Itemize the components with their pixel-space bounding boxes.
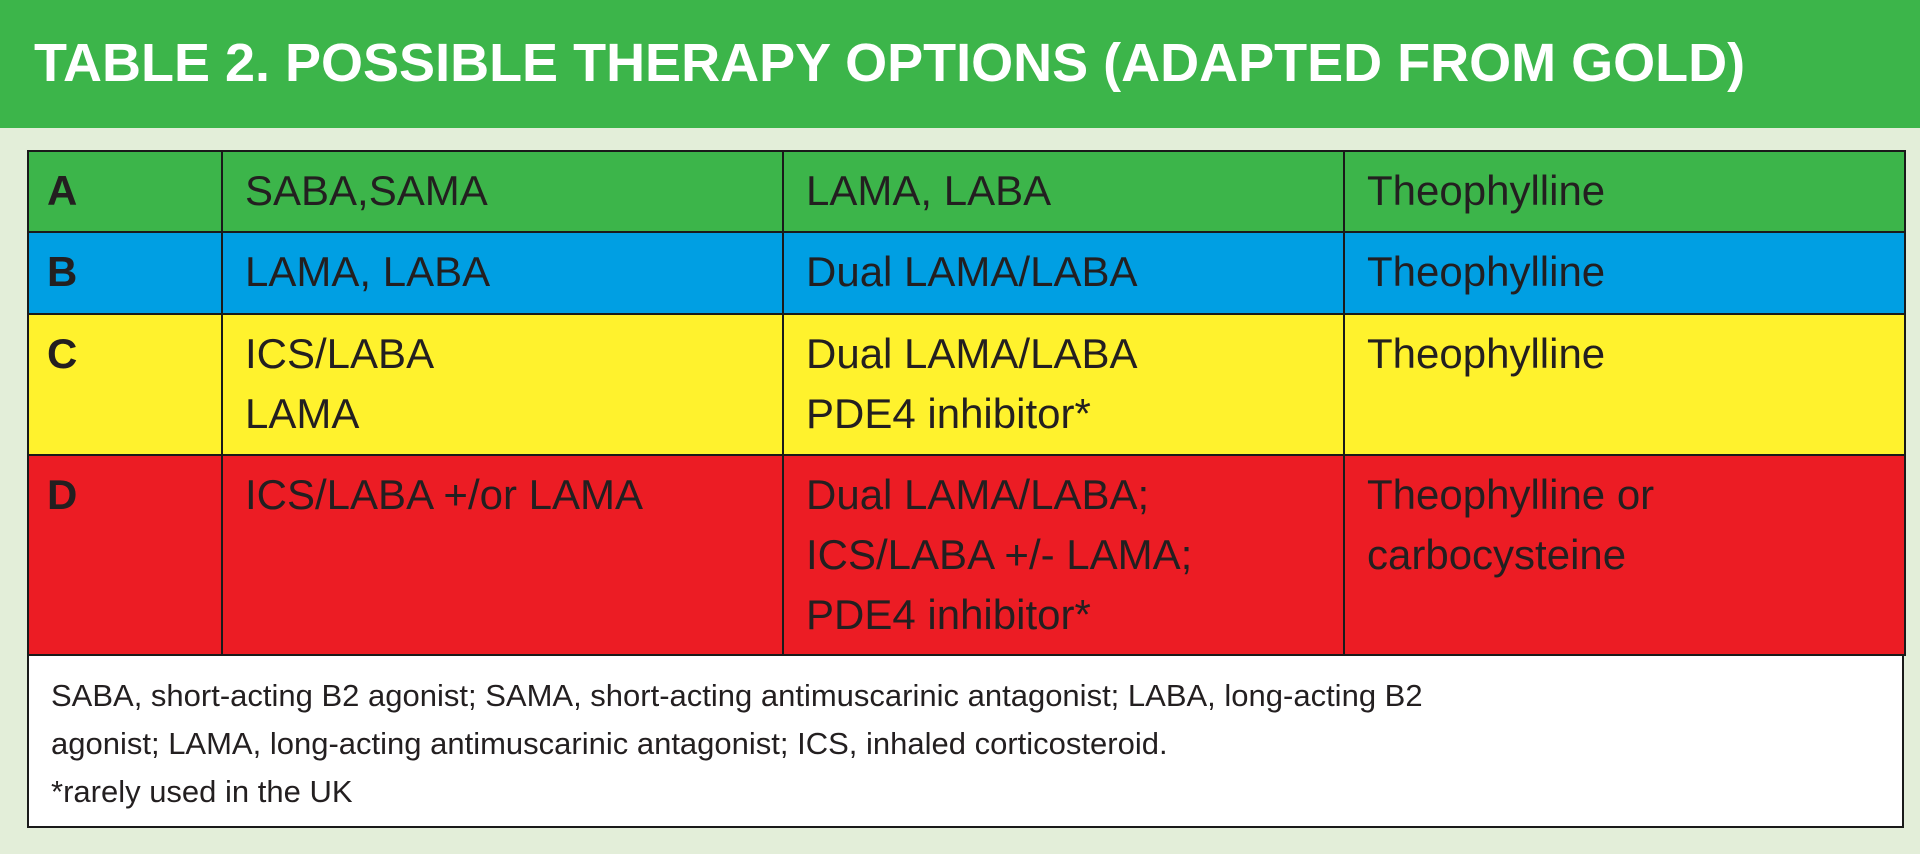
table-row-c: C ICS/LABA LAMA Dual LAMA/LABA PDE4 inhi… <box>27 313 1906 456</box>
group-label-d: D <box>27 454 223 656</box>
footnote-line: agonist; LAMA, long-acting antimuscarini… <box>51 726 1168 761</box>
table-row-b: B LAMA, LABA Dual LAMA/LABA Theophylline <box>27 231 1906 315</box>
cell-line: Dual LAMA/LABA; <box>806 471 1150 518</box>
cell-line: PDE4 inhibitor* <box>806 390 1091 437</box>
cell-line: ICS/LABA +/- LAMA; <box>806 531 1193 578</box>
cell-line: Theophylline <box>1367 248 1606 295</box>
row-b-col3: Theophylline <box>1343 231 1906 315</box>
cell-line: Theophylline <box>1367 167 1606 214</box>
row-a-col1: SABA,SAMA <box>221 150 784 233</box>
row-c-col3: Theophylline <box>1343 313 1906 456</box>
group-label-c: C <box>27 313 223 456</box>
cell-line: Theophylline <box>1367 330 1606 377</box>
cell-line: Dual LAMA/LABA <box>806 330 1138 377</box>
cell-line: LAMA, LABA <box>806 167 1052 214</box>
cell-line: SABA,SAMA <box>245 167 488 214</box>
cell-line: Dual LAMA/LABA <box>806 248 1138 295</box>
cell-line: PDE4 inhibitor* <box>806 591 1091 638</box>
row-a-col3: Theophylline <box>1343 150 1906 233</box>
row-a-col2: LAMA, LABA <box>782 150 1345 233</box>
table-row-d: D ICS/LABA +/or LAMA Dual LAMA/LABA; ICS… <box>27 454 1906 656</box>
row-b-col1: LAMA, LABA <box>221 231 784 315</box>
row-c-col1: ICS/LABA LAMA <box>221 313 784 456</box>
group-label-b: B <box>27 231 223 315</box>
cell-line: ICS/LABA +/or LAMA <box>245 471 644 518</box>
footnote: SABA, short-acting B2 agonist; SAMA, sho… <box>27 656 1904 828</box>
row-d-col2: Dual LAMA/LABA; ICS/LABA +/- LAMA; PDE4 … <box>782 454 1345 656</box>
row-b-col2: Dual LAMA/LABA <box>782 231 1345 315</box>
cell-line: ICS/LABA <box>245 330 435 377</box>
cell-line: Theophylline or <box>1367 471 1655 518</box>
cell-line: carbocysteine <box>1367 531 1627 578</box>
cell-line: LAMA <box>245 390 360 437</box>
table-row-a: A SABA,SAMA LAMA, LABA Theophylline <box>27 150 1906 233</box>
row-c-col2: Dual LAMA/LABA PDE4 inhibitor* <box>782 313 1345 456</box>
footnote-line: *rarely used in the UK <box>51 774 353 809</box>
group-label-a: A <box>27 150 223 233</box>
cell-line: LAMA, LABA <box>245 248 491 295</box>
therapy-table: A SABA,SAMA LAMA, LABA Theophylline B LA… <box>27 150 1906 656</box>
row-d-col1: ICS/LABA +/or LAMA <box>221 454 784 656</box>
page-title: TABLE 2. POSSIBLE THERAPY OPTIONS (ADAPT… <box>34 33 1746 93</box>
title-banner: TABLE 2. POSSIBLE THERAPY OPTIONS (ADAPT… <box>0 0 1920 128</box>
footnote-line: SABA, short-acting B2 agonist; SAMA, sho… <box>51 678 1423 713</box>
therapy-table-container: A SABA,SAMA LAMA, LABA Theophylline B LA… <box>27 150 1906 828</box>
row-d-col3: Theophylline or carbocysteine <box>1343 454 1906 656</box>
